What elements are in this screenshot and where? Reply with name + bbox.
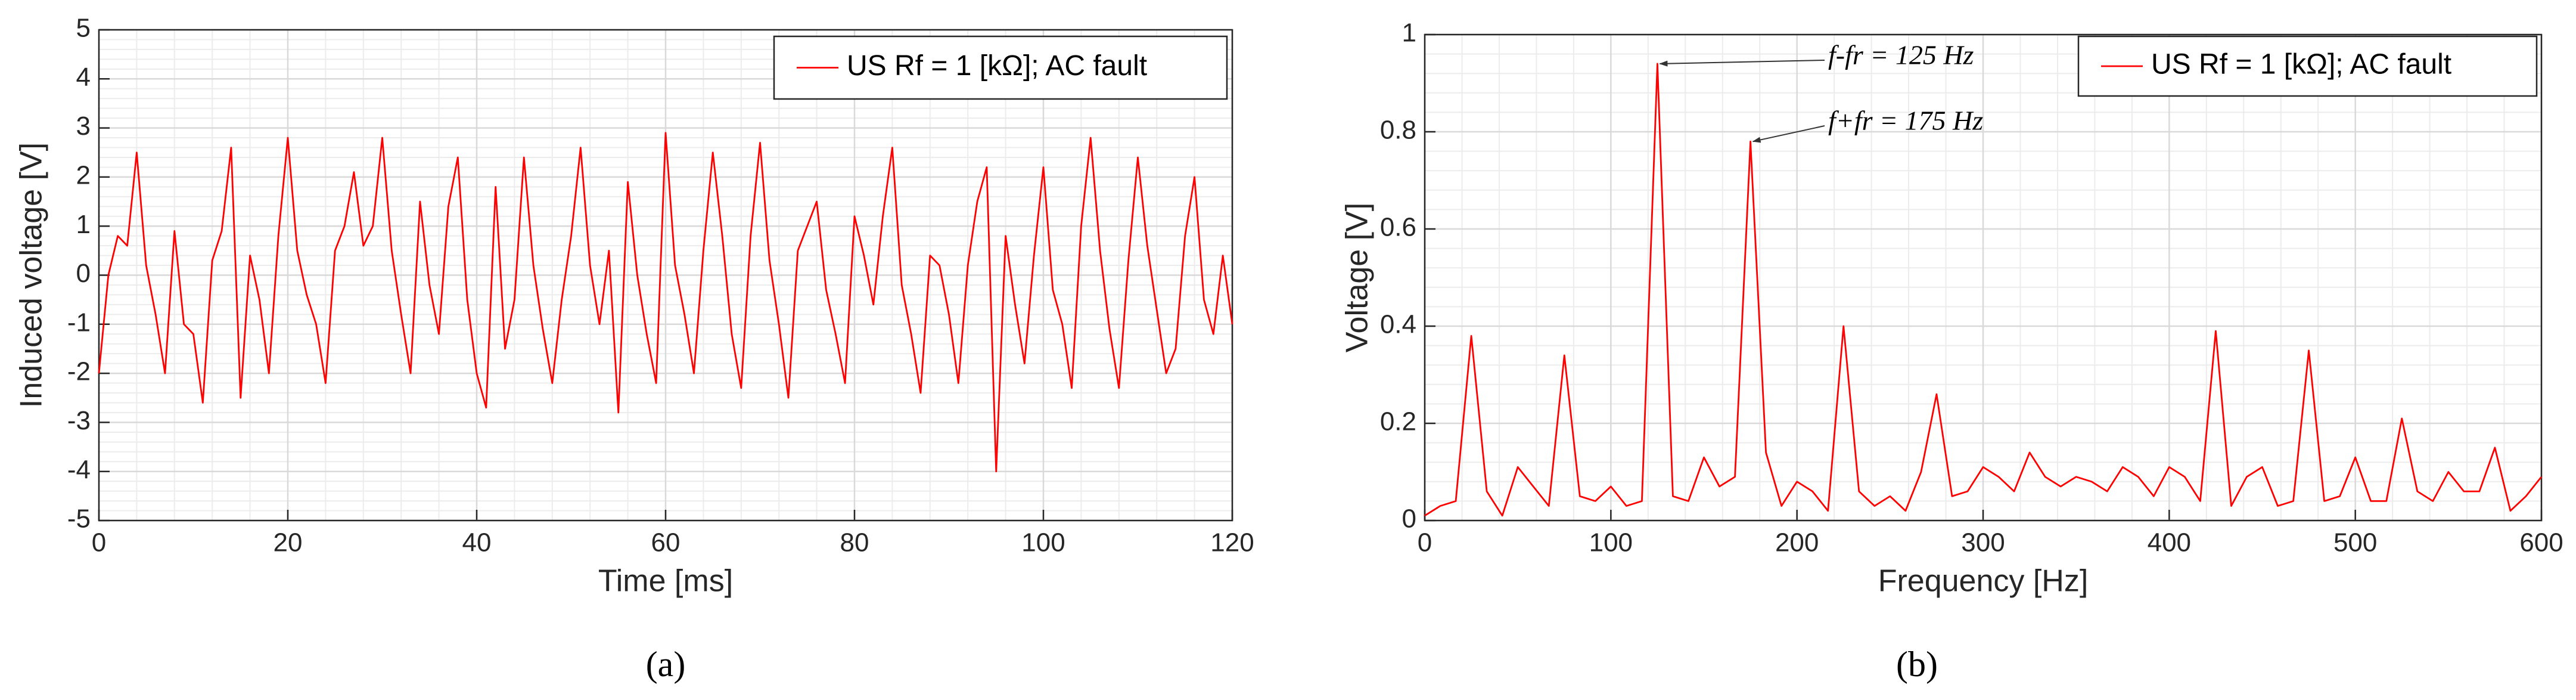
plot: 0 20 40 60 80 100 120 -5 -4 -3 -2 -1 0 1 2 3 4 5 Time [ms]… — [14, 14, 1254, 599]
data-line — [1424, 63, 2543, 517]
axes-box — [98, 29, 1233, 522]
x-tick-label: 20 — [274, 528, 303, 557]
x-tick-label: 60 — [651, 528, 680, 557]
legend-label: US Rf = 1 [kΩ]; AC fault — [847, 50, 1147, 82]
x-tick-label: 80 — [840, 528, 869, 557]
x-tick-label: 0 — [1418, 528, 1432, 557]
x-tick-label: 300 — [1961, 528, 2005, 557]
data-line — [98, 132, 1233, 473]
y-tick-label: -1 — [67, 308, 91, 337]
legend-box — [773, 35, 1228, 100]
x-axis-label: Frequency [Hz] — [1878, 564, 2089, 599]
y-tick-label: 3 — [76, 111, 91, 141]
y-tick-label: -3 — [67, 406, 91, 435]
caption: (a) — [646, 645, 686, 684]
x-tick-label: 0 — [92, 528, 106, 557]
y-tick-label: -2 — [67, 357, 91, 386]
y-tick-label: 0.2 — [1380, 407, 1416, 436]
legend-box — [2077, 35, 2538, 97]
y-tick-label: 1 — [1402, 18, 1416, 48]
legend-label: US Rf = 1 [kΩ]; AC fault — [2151, 49, 2451, 80]
annotation: f+fr = 175 Hz — [1828, 106, 1983, 136]
y-tick-label: -5 — [67, 504, 91, 534]
x-tick-label: 100 — [1589, 528, 1633, 557]
annotation: f-fr = 125 Hz — [1828, 40, 1974, 70]
annotation-arrow — [1752, 125, 1825, 143]
y-tick-label: 4 — [76, 63, 91, 92]
annotation-arrow — [1659, 60, 1825, 67]
x-tick-label: 100 — [1021, 528, 1065, 557]
x-tick-label: 500 — [2333, 528, 2377, 557]
y-tick-label: 2 — [76, 161, 91, 190]
y-tick-label: -4 — [67, 455, 91, 484]
y-tick-label: 0 — [1402, 504, 1416, 534]
y-tick-label: 0 — [76, 259, 91, 288]
y-axis-label: Induced voltage [V] — [14, 143, 49, 408]
y-tick-label: 5 — [76, 14, 91, 43]
y-tick-label: 1 — [76, 210, 91, 239]
x-axis-label: Time [ms] — [598, 564, 733, 599]
x-tick-label: 200 — [1775, 528, 1819, 557]
y-tick-label: 0.6 — [1380, 213, 1416, 242]
x-tick-label: 400 — [2148, 528, 2191, 557]
y-tick-label: 0.8 — [1380, 116, 1416, 145]
x-tick-label: 120 — [1210, 528, 1254, 557]
axes-box — [1424, 33, 2543, 522]
x-tick-label: 600 — [2519, 528, 2563, 557]
x-tick-label: 40 — [462, 528, 492, 557]
caption: (b) — [1896, 645, 1938, 684]
y-tick-label: 0.4 — [1380, 310, 1416, 339]
plot: 0 100 200 300 400 500 600 0 0.2 0.4 0.6 0.8 1 Frequen… — [1340, 18, 2563, 599]
y-axis-label: Voltage [V] — [1340, 203, 1375, 353]
